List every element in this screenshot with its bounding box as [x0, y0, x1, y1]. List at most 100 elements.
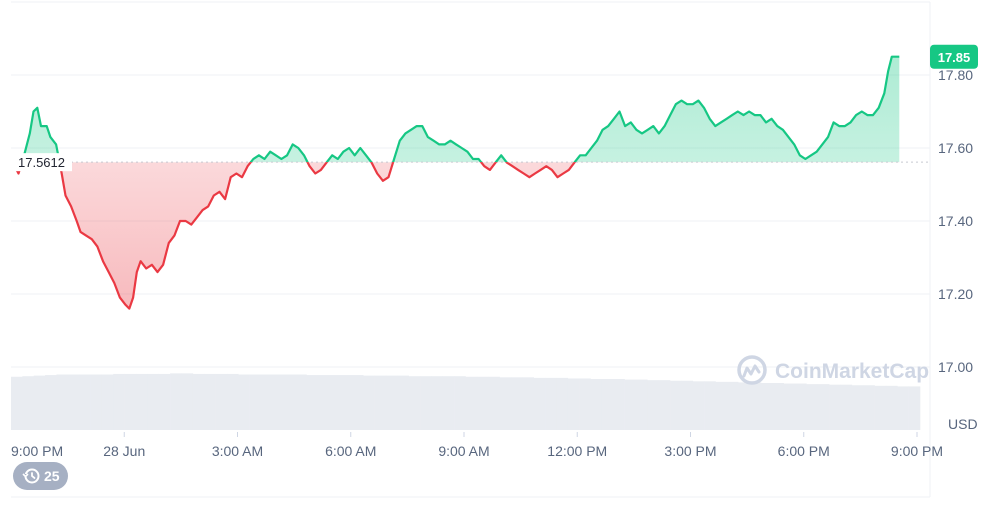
volume-bar [601, 379, 614, 430]
volume-bar [147, 373, 160, 430]
volume-bar [874, 385, 887, 430]
volume-bar [533, 377, 546, 430]
y-tick-label: 17.40 [938, 213, 973, 229]
x-tick-label: 6:00 AM [325, 443, 376, 459]
currency-label: USD [948, 416, 978, 432]
volume-bar [317, 375, 330, 430]
volume-bar [851, 385, 864, 430]
coinmarketcap-watermark: CoinMarketCap [737, 355, 929, 385]
volume-bar [545, 377, 557, 430]
volume-bar [340, 375, 353, 430]
volume-bar [113, 373, 125, 430]
watermark-label: CoinMarketCap [775, 360, 929, 383]
volume-bar [635, 379, 648, 430]
volume-bar [408, 376, 421, 430]
volume-bar [124, 373, 137, 430]
volume-bar [556, 377, 569, 430]
area-above-reference [21, 56, 900, 163]
volume-bar [420, 376, 432, 430]
volume-bar [670, 380, 682, 430]
volume-bar [67, 374, 80, 430]
volume-bar [795, 383, 807, 430]
volume-bar [647, 380, 659, 430]
history-icon [22, 468, 40, 484]
x-tick-label: 28 Jun [103, 443, 145, 459]
reference-label: 17.5612 [10, 153, 72, 172]
volume-bar [260, 374, 273, 430]
volume-bar [715, 381, 728, 430]
volume-bar [329, 375, 341, 430]
volume-bar [90, 374, 103, 430]
volume-bar [465, 376, 478, 430]
volume-bar [863, 385, 875, 430]
volume-bar [181, 373, 194, 430]
reference-value: 17.5612 [18, 155, 65, 170]
volume-bar [385, 375, 398, 430]
x-tick-label: 3:00 PM [664, 443, 716, 459]
volume-bar [22, 376, 35, 430]
price-areas [11, 56, 900, 309]
x-tick-label: 6:00 PM [778, 443, 830, 459]
volume-bar [374, 375, 387, 430]
volume-bar [101, 374, 114, 430]
volume-bar [11, 376, 23, 430]
last-price-value: 17.85 [938, 50, 971, 65]
volume-bar [817, 384, 830, 430]
volume-bar [681, 380, 694, 430]
volume-bar [442, 376, 455, 430]
x-tick-label: 9:00 PM [11, 443, 63, 459]
volume-bar [204, 373, 216, 430]
volume-bar [158, 373, 171, 430]
x-tick-label: 12:00 PM [547, 443, 607, 459]
price-line-up [11, 55, 900, 163]
volume-bar [613, 379, 625, 430]
price-line-down [10, 162, 577, 310]
volume-bar [704, 381, 716, 430]
volume-bar [908, 386, 921, 430]
volume-bar [806, 384, 819, 430]
volume-bar [363, 375, 375, 430]
volume-bar [488, 376, 500, 430]
volume-bar [351, 375, 364, 430]
volume-bar [885, 385, 898, 430]
volume-bar [476, 376, 489, 430]
volume-bar [431, 376, 444, 430]
volume-bar [897, 386, 909, 430]
volume-bar [397, 375, 409, 430]
y-tick-label: 17.00 [938, 359, 973, 375]
y-tick-label: 17.60 [938, 140, 973, 156]
x-tick-label: 9:00 PM [891, 443, 943, 459]
x-axis: 9:00 PM 28 Jun 3:00 AM 6:00 AM 9:00 AM 12:00 … [11, 443, 943, 459]
x-tick-label: 3:00 AM [212, 443, 263, 459]
volume-bar [567, 378, 580, 430]
volume-bar [272, 374, 284, 430]
volume-bar [829, 384, 841, 430]
volume-bar [738, 382, 750, 430]
volume-bar [522, 377, 534, 430]
y-axis: 17.80 17.60 17.40 17.20 17.00 [938, 67, 973, 375]
price-lines [10, 55, 900, 310]
last-price-badge: 17.85 [930, 44, 978, 69]
volume-bar [579, 378, 591, 430]
volume-bar [749, 382, 762, 430]
volume-bar [170, 373, 182, 430]
volume-bar [760, 382, 773, 430]
volume-bar [295, 374, 307, 430]
volume-bar [658, 380, 671, 430]
volume-bar [306, 375, 319, 430]
volume-bar [283, 374, 296, 430]
volume-bar [79, 374, 91, 430]
volume-bar [783, 383, 796, 430]
history-badge[interactable]: 25 [13, 462, 68, 490]
volume-bar [499, 377, 512, 430]
history-count: 25 [44, 468, 60, 484]
volume-bars [11, 373, 921, 430]
volume-bar [215, 373, 228, 430]
volume-bar [226, 373, 239, 430]
volume-bar [56, 374, 69, 430]
volume-bar [33, 375, 46, 430]
y-tick-label: 17.20 [938, 286, 973, 302]
area-below-reference [11, 162, 900, 309]
volume-bar [726, 381, 739, 430]
